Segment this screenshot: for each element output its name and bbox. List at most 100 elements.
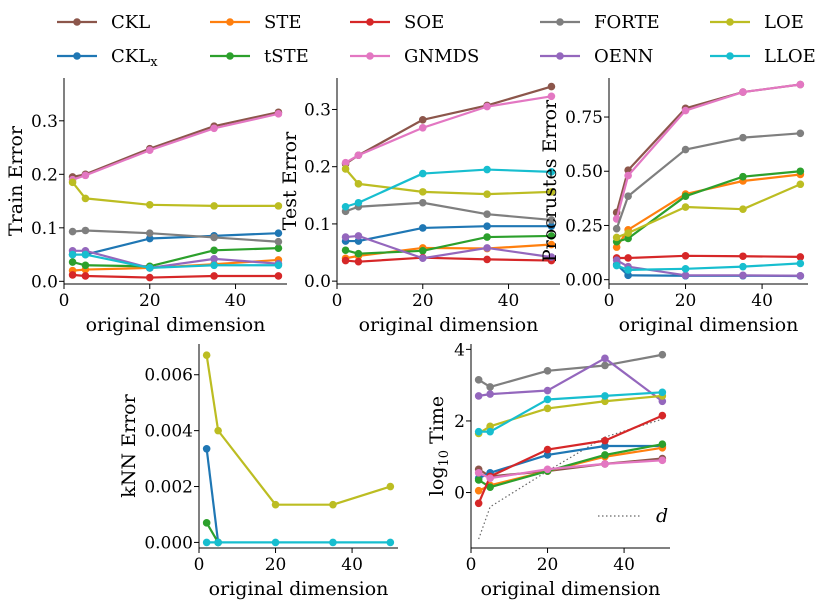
data-point-loe bbox=[739, 205, 747, 213]
legend-label-tste: tSTE bbox=[264, 46, 309, 67]
y-tick-label: 0.50 bbox=[565, 162, 603, 182]
data-point-tste bbox=[483, 233, 491, 241]
legend-label-gnmds: GNMDS bbox=[404, 46, 479, 67]
series-line-loe bbox=[616, 183, 801, 239]
data-point-forte bbox=[543, 367, 552, 375]
data-point-lloe bbox=[210, 261, 218, 270]
data-point-gnmds bbox=[418, 123, 427, 132]
data-point-forte bbox=[612, 224, 621, 233]
data-point-loe bbox=[145, 201, 154, 209]
series-line-forte bbox=[478, 353, 663, 389]
legend-label-soe: SOE bbox=[404, 12, 444, 33]
series-line-ste bbox=[345, 243, 552, 260]
y-tick-label: 0.25 bbox=[565, 216, 603, 236]
data-point-gnmds bbox=[274, 110, 283, 118]
data-point-lloe bbox=[145, 264, 154, 272]
legend-marker-tste bbox=[226, 52, 234, 60]
data-point-gnmds bbox=[658, 456, 667, 465]
legend-entry-ste: STE bbox=[210, 12, 301, 33]
series-line-ckl-x bbox=[345, 225, 552, 243]
y-tick-label: 0.000 bbox=[144, 533, 193, 553]
series-line-loe bbox=[205, 355, 391, 506]
data-point-forte bbox=[210, 233, 218, 242]
data-point-soe bbox=[624, 254, 632, 262]
data-point-tste bbox=[81, 261, 90, 270]
x-tick-label: 40 bbox=[613, 555, 635, 575]
legend: CKL STE SOE FORTE LOE CKLx tSTE GNMDS OENN LLOE bbox=[57, 12, 816, 70]
data-point-gnmds bbox=[81, 171, 90, 180]
legend-marker-ckl-x bbox=[73, 52, 81, 60]
data-point-oenn bbox=[354, 232, 363, 240]
data-point-tste bbox=[547, 232, 556, 240]
data-point-lloe bbox=[418, 169, 427, 178]
y-tick-label: 0.0 bbox=[304, 272, 331, 292]
series-tste bbox=[474, 440, 667, 491]
data-point-tste bbox=[739, 172, 747, 181]
data-point-tste bbox=[486, 483, 494, 491]
knn-error-chart: 0 20 40 0.000 0.002 0.004 0.006 original dimens… bbox=[118, 344, 398, 600]
data-point-lloe bbox=[543, 395, 552, 404]
data-point-forte bbox=[81, 226, 90, 235]
y-axis-label: log10 Time bbox=[426, 396, 452, 496]
y-tick-label: 0.3 bbox=[304, 100, 331, 120]
data-point-forte bbox=[739, 133, 747, 142]
x-tick-label: 20 bbox=[139, 291, 161, 311]
x-tick-label: 20 bbox=[675, 291, 697, 311]
data-point-ste bbox=[547, 240, 556, 249]
legend-entry-soe: SOE bbox=[350, 12, 444, 33]
x-tick-label: 40 bbox=[751, 291, 773, 311]
procrustes-error-chart: 0 20 40 0.00 0.25 0.50 0.75 original dimension P… bbox=[539, 78, 808, 336]
legend-entry-tste: tSTE bbox=[210, 46, 309, 67]
data-point-soe bbox=[68, 271, 77, 279]
y-tick-label: 0 bbox=[454, 484, 465, 504]
data-point-soe bbox=[543, 445, 552, 454]
data-point-oenn bbox=[547, 253, 556, 261]
data-point-lloe bbox=[486, 427, 494, 436]
data-point-tste bbox=[354, 249, 363, 258]
y-tick-label: 4 bbox=[454, 340, 465, 360]
data-point-ckl-x bbox=[547, 222, 556, 231]
series-oenn bbox=[341, 232, 556, 263]
legend-marker-gnmds bbox=[366, 52, 374, 60]
x-axis-label: original dimension bbox=[209, 578, 389, 600]
data-point-tste bbox=[341, 246, 350, 255]
data-point-gnmds bbox=[547, 92, 556, 101]
x-tick-label: 0 bbox=[59, 291, 70, 311]
series-loe bbox=[341, 165, 556, 198]
series-gnmds bbox=[474, 456, 667, 483]
y-tick-label: 0.3 bbox=[31, 112, 58, 132]
legend-entry-ckl-x: CKLx bbox=[57, 46, 158, 70]
data-point-loe bbox=[68, 178, 77, 187]
series-forte bbox=[68, 226, 283, 246]
data-point-oenn bbox=[681, 271, 690, 280]
series-loe bbox=[202, 351, 395, 509]
data-point-oenn bbox=[483, 244, 491, 252]
data-point-forte bbox=[418, 198, 427, 207]
data-point-gnmds bbox=[796, 80, 805, 89]
data-point-soe bbox=[681, 252, 690, 260]
x-tick-label: 0 bbox=[194, 555, 205, 575]
data-point-loe bbox=[271, 500, 280, 509]
legend-label-oenn: OENN bbox=[594, 46, 653, 67]
series-line-tste bbox=[345, 234, 552, 255]
data-point-ckl-x bbox=[145, 234, 154, 243]
x-tick-label: 20 bbox=[265, 555, 287, 575]
data-point-tste bbox=[202, 519, 211, 527]
data-point-loe bbox=[354, 180, 363, 188]
data-point-ckl-x bbox=[543, 451, 552, 459]
data-point-gnmds bbox=[486, 474, 494, 483]
data-point-loe bbox=[601, 397, 609, 406]
data-point-ste bbox=[474, 486, 483, 495]
data-point-soe bbox=[483, 255, 491, 264]
x-tick-label: 0 bbox=[604, 291, 615, 311]
train-error-chart: 0 20 40 0.0 0.1 0.2 0.3 original dimension Train… bbox=[5, 78, 287, 336]
data-point-forte bbox=[547, 216, 556, 224]
y-axis-label: Procrustes Error bbox=[539, 99, 561, 262]
data-point-tste bbox=[68, 258, 77, 266]
data-point-lloe bbox=[68, 250, 77, 259]
data-point-loe bbox=[612, 233, 621, 242]
data-point-tste bbox=[418, 247, 427, 255]
series-line-soe bbox=[345, 256, 552, 263]
data-point-ckl-x bbox=[483, 222, 491, 231]
data-point-gnmds bbox=[474, 469, 483, 477]
